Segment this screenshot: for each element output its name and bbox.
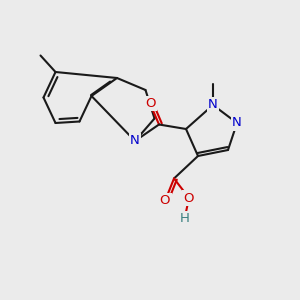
Text: O: O [145,97,155,110]
Text: N: N [232,116,242,130]
Text: N: N [130,134,140,148]
Text: O: O [184,191,194,205]
Text: O: O [160,194,170,208]
Text: N: N [208,98,218,112]
Text: H: H [180,212,189,226]
